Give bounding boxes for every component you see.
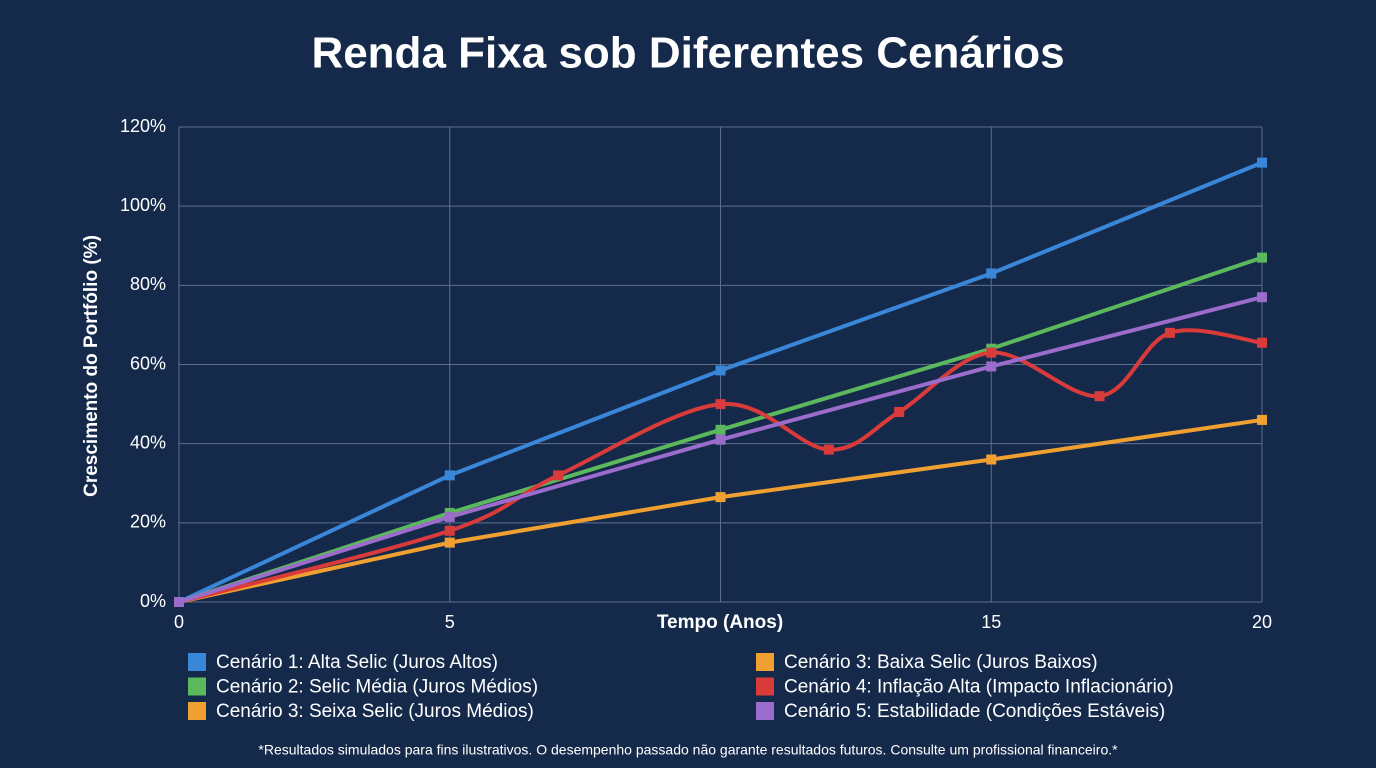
data-point: [174, 597, 184, 607]
y-tick-label: 60%: [130, 353, 166, 373]
legend-label: Cenário 5: Estabilidade (Condições Estáv…: [784, 701, 1165, 722]
data-point: [715, 424, 726, 435]
data-point: [1257, 337, 1267, 348]
y-tick-label: 0%: [140, 591, 166, 611]
x-tick-label: 15: [981, 612, 1001, 632]
y-axis-label: Crescimento do Portfólio (%): [81, 235, 102, 497]
data-point: [894, 407, 905, 417]
data-point: [1257, 157, 1267, 168]
x-tick-label: 5: [445, 612, 455, 632]
data-point: [715, 399, 726, 410]
legend-label: Cenário 3: Baixa Selic (Juros Baixos): [784, 652, 1098, 673]
data-point: [715, 365, 726, 376]
data-point: [986, 268, 997, 279]
legend-label: Cenário 3: Seixa Selic (Juros Médios): [216, 701, 534, 722]
legend-label: Cenário 4: Inflação Alta (Impacto Inflac…: [784, 677, 1174, 698]
data-point: [986, 347, 997, 358]
data-point: [444, 511, 455, 522]
data-point: [986, 361, 997, 372]
data-point: [1094, 391, 1105, 402]
x-tick-label: 20: [1252, 612, 1272, 632]
data-point: [444, 537, 455, 548]
x-axis-label: Tempo (Anos): [657, 612, 783, 633]
legend-swatch: [756, 653, 774, 671]
legend-label: Cenário 2: Selic Média (Juros Médios): [216, 677, 538, 698]
y-tick-label: 80%: [130, 274, 166, 294]
data-point: [444, 470, 455, 481]
legend-label: Cenário 1: Alta Selic (Juros Altos): [216, 652, 498, 673]
x-tick-label: 0: [174, 612, 184, 632]
data-point: [986, 454, 997, 465]
y-tick-label: 100%: [120, 195, 166, 215]
data-point: [1257, 292, 1267, 303]
legend-swatch: [188, 702, 206, 720]
y-tick-label: 40%: [130, 432, 166, 452]
data-point: [553, 470, 564, 481]
data-point: [1164, 327, 1175, 338]
y-tick-label: 20%: [130, 512, 166, 532]
legend-swatch: [188, 677, 206, 696]
data-point: [715, 434, 726, 445]
legend-swatch: [188, 653, 206, 671]
data-point: [444, 525, 455, 536]
y-tick-label: 120%: [120, 116, 166, 136]
chart-title: Renda Fixa sob Diferentes Cenários: [311, 29, 1064, 78]
data-point: [823, 444, 834, 455]
legend-swatch: [756, 677, 774, 696]
data-point: [1257, 252, 1267, 263]
footnote: *Resultados simulados para fins ilustrat…: [258, 742, 1118, 758]
data-point: [1257, 414, 1267, 425]
legend-swatch: [756, 702, 774, 720]
data-point: [715, 492, 726, 503]
